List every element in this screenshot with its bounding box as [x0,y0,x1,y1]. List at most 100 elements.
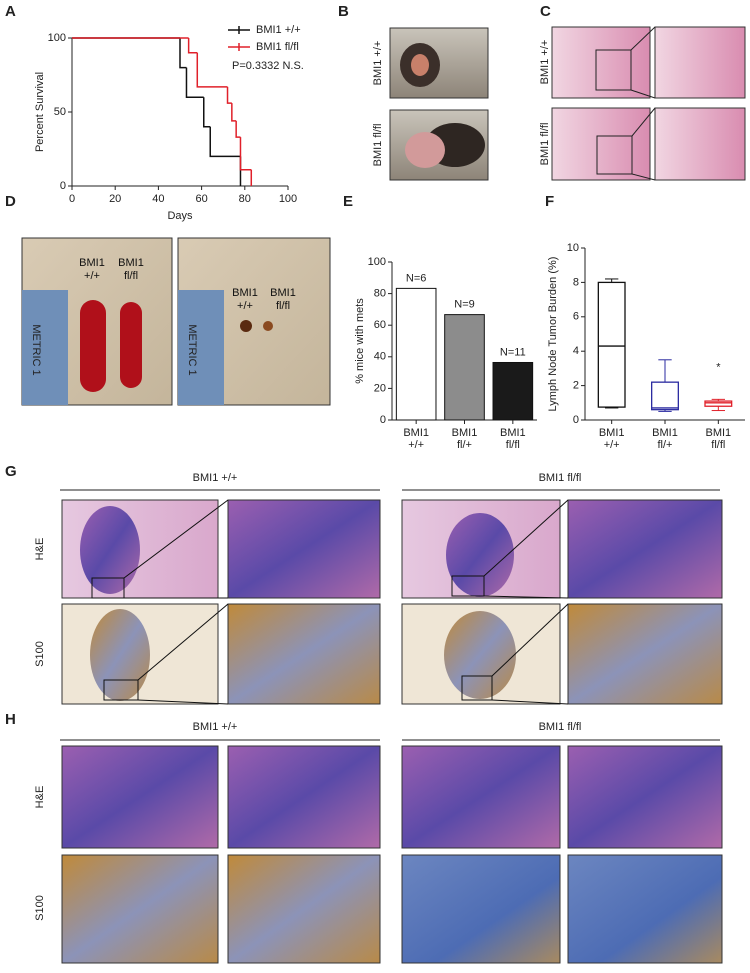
inset-line [483,499,569,577]
survival-step [209,126,241,158]
y-tick-label: 0 [380,414,386,426]
histology-image [654,26,746,99]
y-tick-label: 60 [374,319,386,331]
histology-image [567,854,723,964]
y-tick-label: 0 [60,180,66,192]
y-tick-label: 40 [374,351,386,363]
inset-line [631,107,656,137]
panel-label: E [343,193,353,210]
y-tick-label: 6 [573,311,579,323]
specimen-label: BMI1 fl/fl [118,257,144,282]
panel-label: F [545,193,554,210]
photo-detail [411,54,429,76]
row-label: H&E [34,538,46,561]
inset-line [123,499,229,579]
ruler-text: METRIC 1 [186,324,198,375]
x-tick-label: 60 [195,193,207,205]
x-tick-label: BMI1 +/+ [598,427,625,451]
panel-label: B [338,3,349,20]
y-tick-label: 10 [567,242,579,254]
annotation: P=0.3332 N.S. [232,60,304,72]
bar-annotation: N=9 [454,299,475,311]
specimen [80,300,106,392]
histology-image [61,854,219,964]
x-tick-label: BMI1 fl/+ [652,427,678,451]
x-tick-label: BMI1 fl/+ [451,427,478,451]
y-tick-label: 100 [48,32,66,44]
bar-annotation: N=11 [500,346,526,358]
bar-annotation: N=6 [406,272,427,284]
y-tick-label: 80 [374,288,386,300]
x-tick-label: 40 [152,193,164,205]
histology-image [567,745,723,849]
ruler-text: METRIC 1 [30,324,42,375]
bar [492,361,534,421]
bar [395,287,437,421]
inset-line [137,699,229,705]
inset-line [630,89,656,99]
histology-image [227,745,381,849]
specimen [120,302,142,388]
row-label: BMI1 fl/fl [372,124,384,167]
y-axis-label: % mice with mets [354,298,366,384]
y-tick-label: 0 [573,414,579,426]
survival-step [187,38,198,54]
histology-image [567,603,723,705]
y-tick-label: 4 [573,345,579,357]
survival-step [203,97,211,128]
inset-line [491,603,569,677]
row-label: BMI1 fl/fl [539,123,551,166]
histology-detail [446,513,514,597]
x-tick-label: 80 [239,193,251,205]
inset-line [483,595,569,599]
legend-label: BMI1 +/+ [256,24,301,36]
x-axis-label: Days [167,210,193,222]
histology-detail [90,609,150,701]
inset-line [631,173,656,181]
group-header: BMI1 +/+ [193,472,238,484]
histology-image [61,745,219,849]
y-tick-label: 100 [368,256,386,268]
histology-detail [80,506,140,594]
y-tick-label: 20 [374,382,386,394]
survival-step [179,38,187,69]
histology-detail [444,611,516,699]
row-label: S100 [34,641,46,667]
histology-image [551,107,651,181]
inset-box [451,575,485,597]
inset-box [91,577,125,599]
panel-label: H [5,711,16,728]
panel-label: C [540,3,551,20]
survival-step [231,103,237,122]
x-tick-label: BMI1 fl/fl [499,427,526,451]
y-axis-label: Percent Survival [34,72,46,152]
histology-image [551,26,651,99]
photo-detail [405,132,445,168]
survival-step [235,120,241,138]
specimen-label: BMI1 +/+ [79,257,105,282]
row-label: BMI1 +/+ [539,40,551,85]
y-tick-label: 8 [573,276,579,288]
row-label: BMI1 +/+ [372,41,384,86]
panel-label: A [5,3,16,20]
legend-label: BMI1 fl/fl [256,41,299,53]
group-header: BMI1 +/+ [193,721,238,733]
y-tick-label: 50 [54,106,66,118]
panel-label: G [5,463,17,480]
group-header: BMI1 fl/fl [539,721,582,733]
inset-line [491,699,569,705]
row-label: H&E [34,786,46,809]
ruler [22,290,68,405]
y-axis-label: Lymph Node Tumor Burden (%) [547,257,559,412]
survival-step [226,86,232,104]
x-tick-label: 100 [279,193,297,205]
x-tick-label: 0 [69,193,75,205]
histology-image [227,854,381,964]
significance: * [716,361,721,373]
bar [444,314,485,421]
specimen [263,321,273,331]
specimen-label: BMI1 fl/fl [270,287,296,312]
x-tick-label: 20 [109,193,121,205]
histology-image [401,745,561,849]
